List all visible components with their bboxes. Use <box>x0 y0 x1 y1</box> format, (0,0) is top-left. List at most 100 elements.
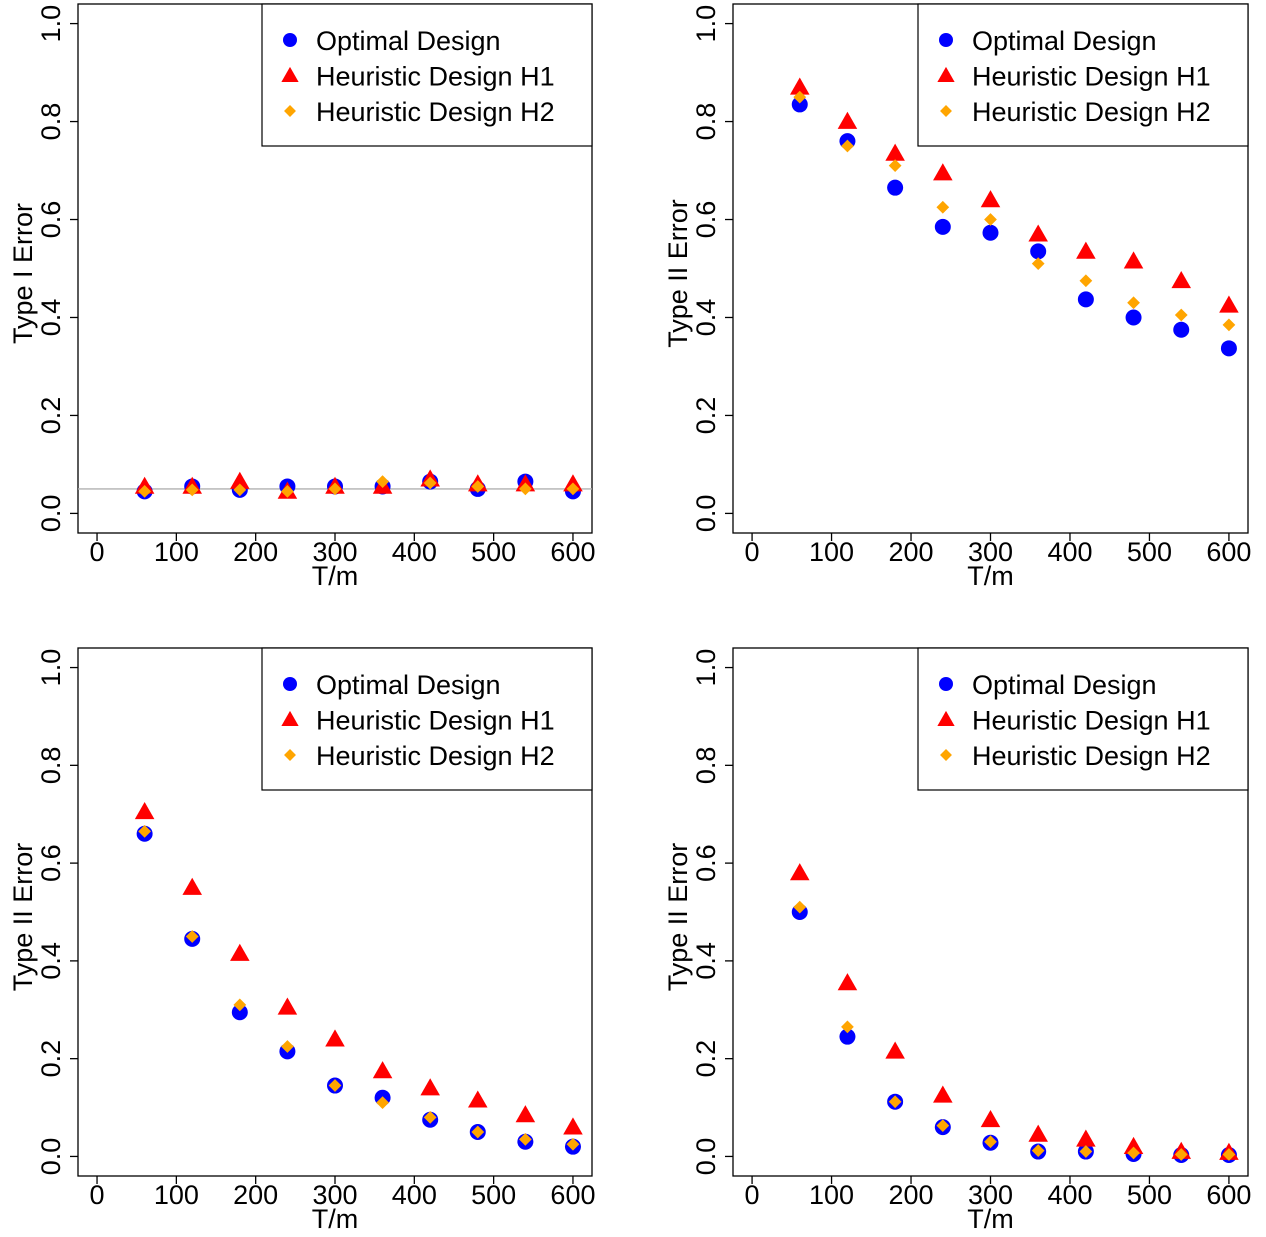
series-heuristic-design-h2 <box>793 90 1236 332</box>
y-tick-label: 0.2 <box>691 1040 721 1078</box>
data-points <box>789 77 1239 357</box>
data-point <box>980 1110 1001 1128</box>
data-point <box>134 802 155 820</box>
data-point <box>230 471 250 489</box>
x-tick-label: 300 <box>312 1180 357 1210</box>
data-point <box>888 1095 902 1109</box>
data-point <box>888 159 902 173</box>
data-points <box>134 802 583 1155</box>
data-points <box>789 863 1239 1163</box>
chart-panel-4: 0 100 200 300 400 500 600 T/m 0.0 0.2 0.4 0.6 0.8 1.0… <box>663 647 1251 1234</box>
data-point <box>1028 224 1048 242</box>
legend-label: Heuristic Design H1 <box>316 62 555 92</box>
data-point <box>1222 318 1236 332</box>
data-point <box>185 930 199 943</box>
y-tick-label: 1.0 <box>36 649 66 687</box>
x-axis-label: T/m <box>312 1204 359 1234</box>
data-point <box>1028 1124 1048 1142</box>
x-axis-label: T/m <box>967 1204 1014 1234</box>
x-tick-label: 100 <box>154 537 199 567</box>
y-axis-label: Type II Error <box>663 199 693 348</box>
y-tick-label: 0.4 <box>36 299 66 337</box>
data-point <box>791 96 808 113</box>
y-axis-label: Type II Error <box>663 843 693 992</box>
data-point <box>1079 1145 1093 1158</box>
data-point <box>325 1029 345 1047</box>
y-tick-label: 1.0 <box>691 5 721 43</box>
x-tick-label: 100 <box>809 1180 854 1210</box>
data-point <box>885 1041 905 1059</box>
legend-marker <box>937 710 955 726</box>
data-point <box>518 1132 532 1146</box>
y-tick-label: 0.8 <box>36 747 66 785</box>
y-axis: 0.0 0.2 0.4 0.6 0.8 1.0 <box>36 649 78 1175</box>
legend-label: Heuristic Design H2 <box>972 97 1211 127</box>
series-heuristic-design-h1 <box>789 863 1239 1160</box>
data-point <box>1127 1146 1140 1160</box>
data-point <box>837 973 858 991</box>
y-tick-label: 0.2 <box>691 397 721 435</box>
y-tick-label: 0.8 <box>691 747 721 785</box>
x-tick-label: 600 <box>550 537 595 567</box>
data-point <box>423 476 437 490</box>
x-axis: 0 100 200 300 400 500 600 <box>90 533 595 567</box>
legend-box <box>917 3 1249 147</box>
data-point <box>839 1028 856 1045</box>
data-point <box>1219 295 1239 313</box>
legend-marker <box>939 677 953 691</box>
chart-panel-2: 0 100 200 300 400 500 600 T/m 0.0 0.2 0.4 0.6 0.8 1.0… <box>663 3 1251 591</box>
data-point <box>980 190 1001 208</box>
legend: Optimal Design Heuristic Design H1 Heurist… <box>917 3 1249 147</box>
x-tick-label: 200 <box>888 1180 933 1210</box>
data-point <box>376 1096 389 1110</box>
x-tick-label: 400 <box>392 1180 437 1210</box>
x-tick-label: 300 <box>312 537 357 567</box>
x-tick-label: 200 <box>888 537 933 567</box>
data-point <box>233 483 247 497</box>
data-point <box>471 1125 485 1139</box>
series-heuristic-design-h2 <box>138 824 580 1151</box>
data-point <box>468 1090 488 1108</box>
data-point <box>793 90 807 104</box>
y-tick-label: 0.6 <box>691 201 721 239</box>
data-point <box>885 143 905 161</box>
data-point <box>841 139 854 153</box>
data-point <box>1174 1148 1188 1161</box>
series-heuristic-design-h2 <box>138 475 580 498</box>
data-point <box>1076 1129 1096 1147</box>
x-tick-label: 600 <box>1206 1180 1251 1210</box>
data-point <box>1127 296 1140 310</box>
data-point <box>1123 251 1144 269</box>
data-point <box>138 824 152 838</box>
y-tick-label: 0.2 <box>36 397 66 435</box>
data-point <box>563 1117 583 1135</box>
data-point <box>789 863 810 881</box>
y-tick-label: 0.4 <box>36 942 66 980</box>
data-point <box>1222 1148 1236 1161</box>
legend-box <box>261 647 593 791</box>
data-point <box>984 1135 997 1149</box>
data-point <box>1076 241 1096 259</box>
data-point <box>281 484 294 498</box>
legend-marker <box>939 33 953 47</box>
legend-marker <box>284 105 296 117</box>
legend-marker <box>281 710 299 726</box>
y-axis-label: Type II Error <box>8 843 38 992</box>
y-axis: 0.0 0.2 0.4 0.6 0.8 1.0 <box>36 5 78 532</box>
y-tick-label: 0.0 <box>36 1138 66 1176</box>
legend-label: Heuristic Design H2 <box>972 741 1211 771</box>
data-point <box>518 482 532 496</box>
data-point <box>328 1079 342 1092</box>
x-tick-label: 500 <box>471 537 516 567</box>
data-point <box>934 218 951 235</box>
chart-panel-1: 0 100 200 300 400 500 600 T/m 0.0 0.2 0.4 0.6 0.8 1.0… <box>8 3 595 591</box>
legend-label: Heuristic Design H1 <box>316 706 555 736</box>
data-point <box>1174 308 1188 322</box>
y-tick-label: 0.8 <box>691 103 721 141</box>
legend-marker <box>284 749 296 761</box>
data-point <box>933 163 953 181</box>
series-optimal-design <box>136 825 581 1155</box>
x-tick-label: 0 <box>90 1180 105 1210</box>
legend-box <box>917 647 1249 791</box>
